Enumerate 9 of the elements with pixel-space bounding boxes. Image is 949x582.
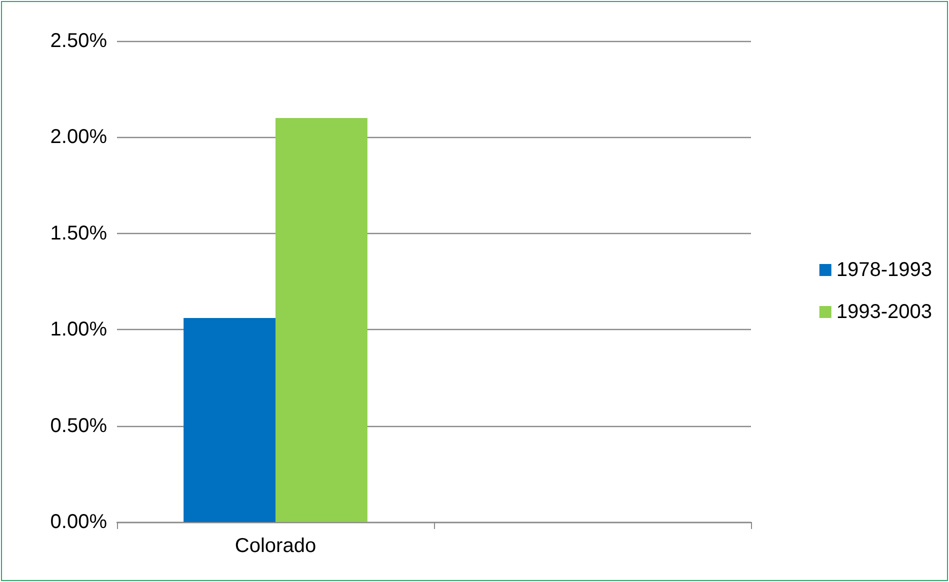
y-tick-label: 2.50%: [50, 30, 108, 52]
y-tick-label: 0.50%: [50, 414, 108, 437]
legend-label: 1978-1993: [836, 259, 932, 281]
y-tick-label: 2.00%: [50, 126, 108, 148]
x-tick-label: Colorado: [234, 535, 316, 557]
y-tick-label: 1.50%: [50, 222, 108, 244]
legend-label: 1993-2003: [836, 301, 932, 323]
y-tick-label: 1.00%: [50, 318, 108, 341]
y-tick-label: 0.00%: [50, 511, 108, 533]
